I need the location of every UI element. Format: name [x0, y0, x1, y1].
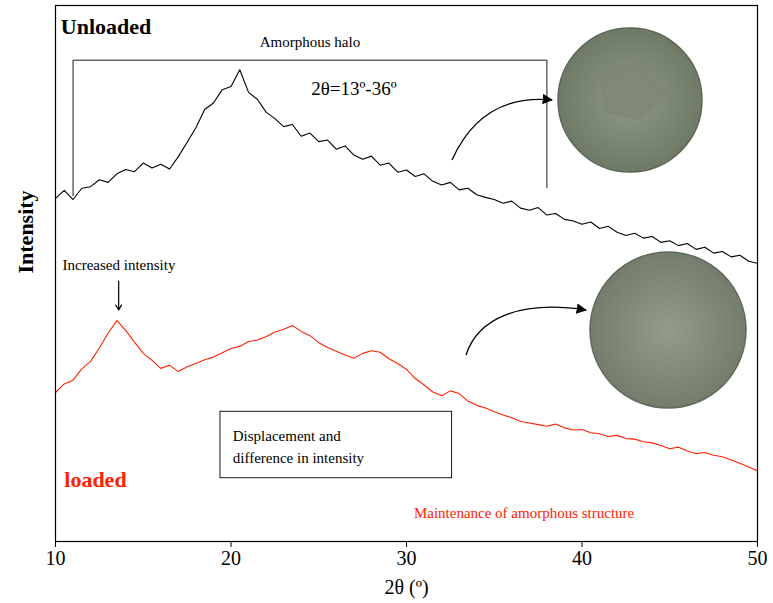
svg-text:2θ=13º-36º: 2θ=13º-36º [311, 78, 397, 99]
svg-text:Intensity: Intensity [13, 190, 38, 273]
svg-text:20: 20 [221, 547, 241, 569]
svg-text:30: 30 [397, 547, 417, 569]
svg-text:Unloaded: Unloaded [61, 14, 151, 39]
svg-text:Maintenance of amorphous struc: Maintenance of amorphous structure [414, 505, 635, 521]
svg-text:50: 50 [748, 547, 768, 569]
svg-text:Increased intensity: Increased intensity [63, 257, 176, 273]
svg-text:2θ (º): 2θ (º) [384, 576, 428, 599]
svg-text:Amorphous halo: Amorphous halo [260, 34, 360, 50]
svg-text:loaded: loaded [64, 467, 126, 492]
svg-text:40: 40 [572, 547, 592, 569]
svg-text:10: 10 [46, 547, 66, 569]
svg-text:Displacement anddifference in: Displacement anddifference in intensity [233, 428, 365, 466]
